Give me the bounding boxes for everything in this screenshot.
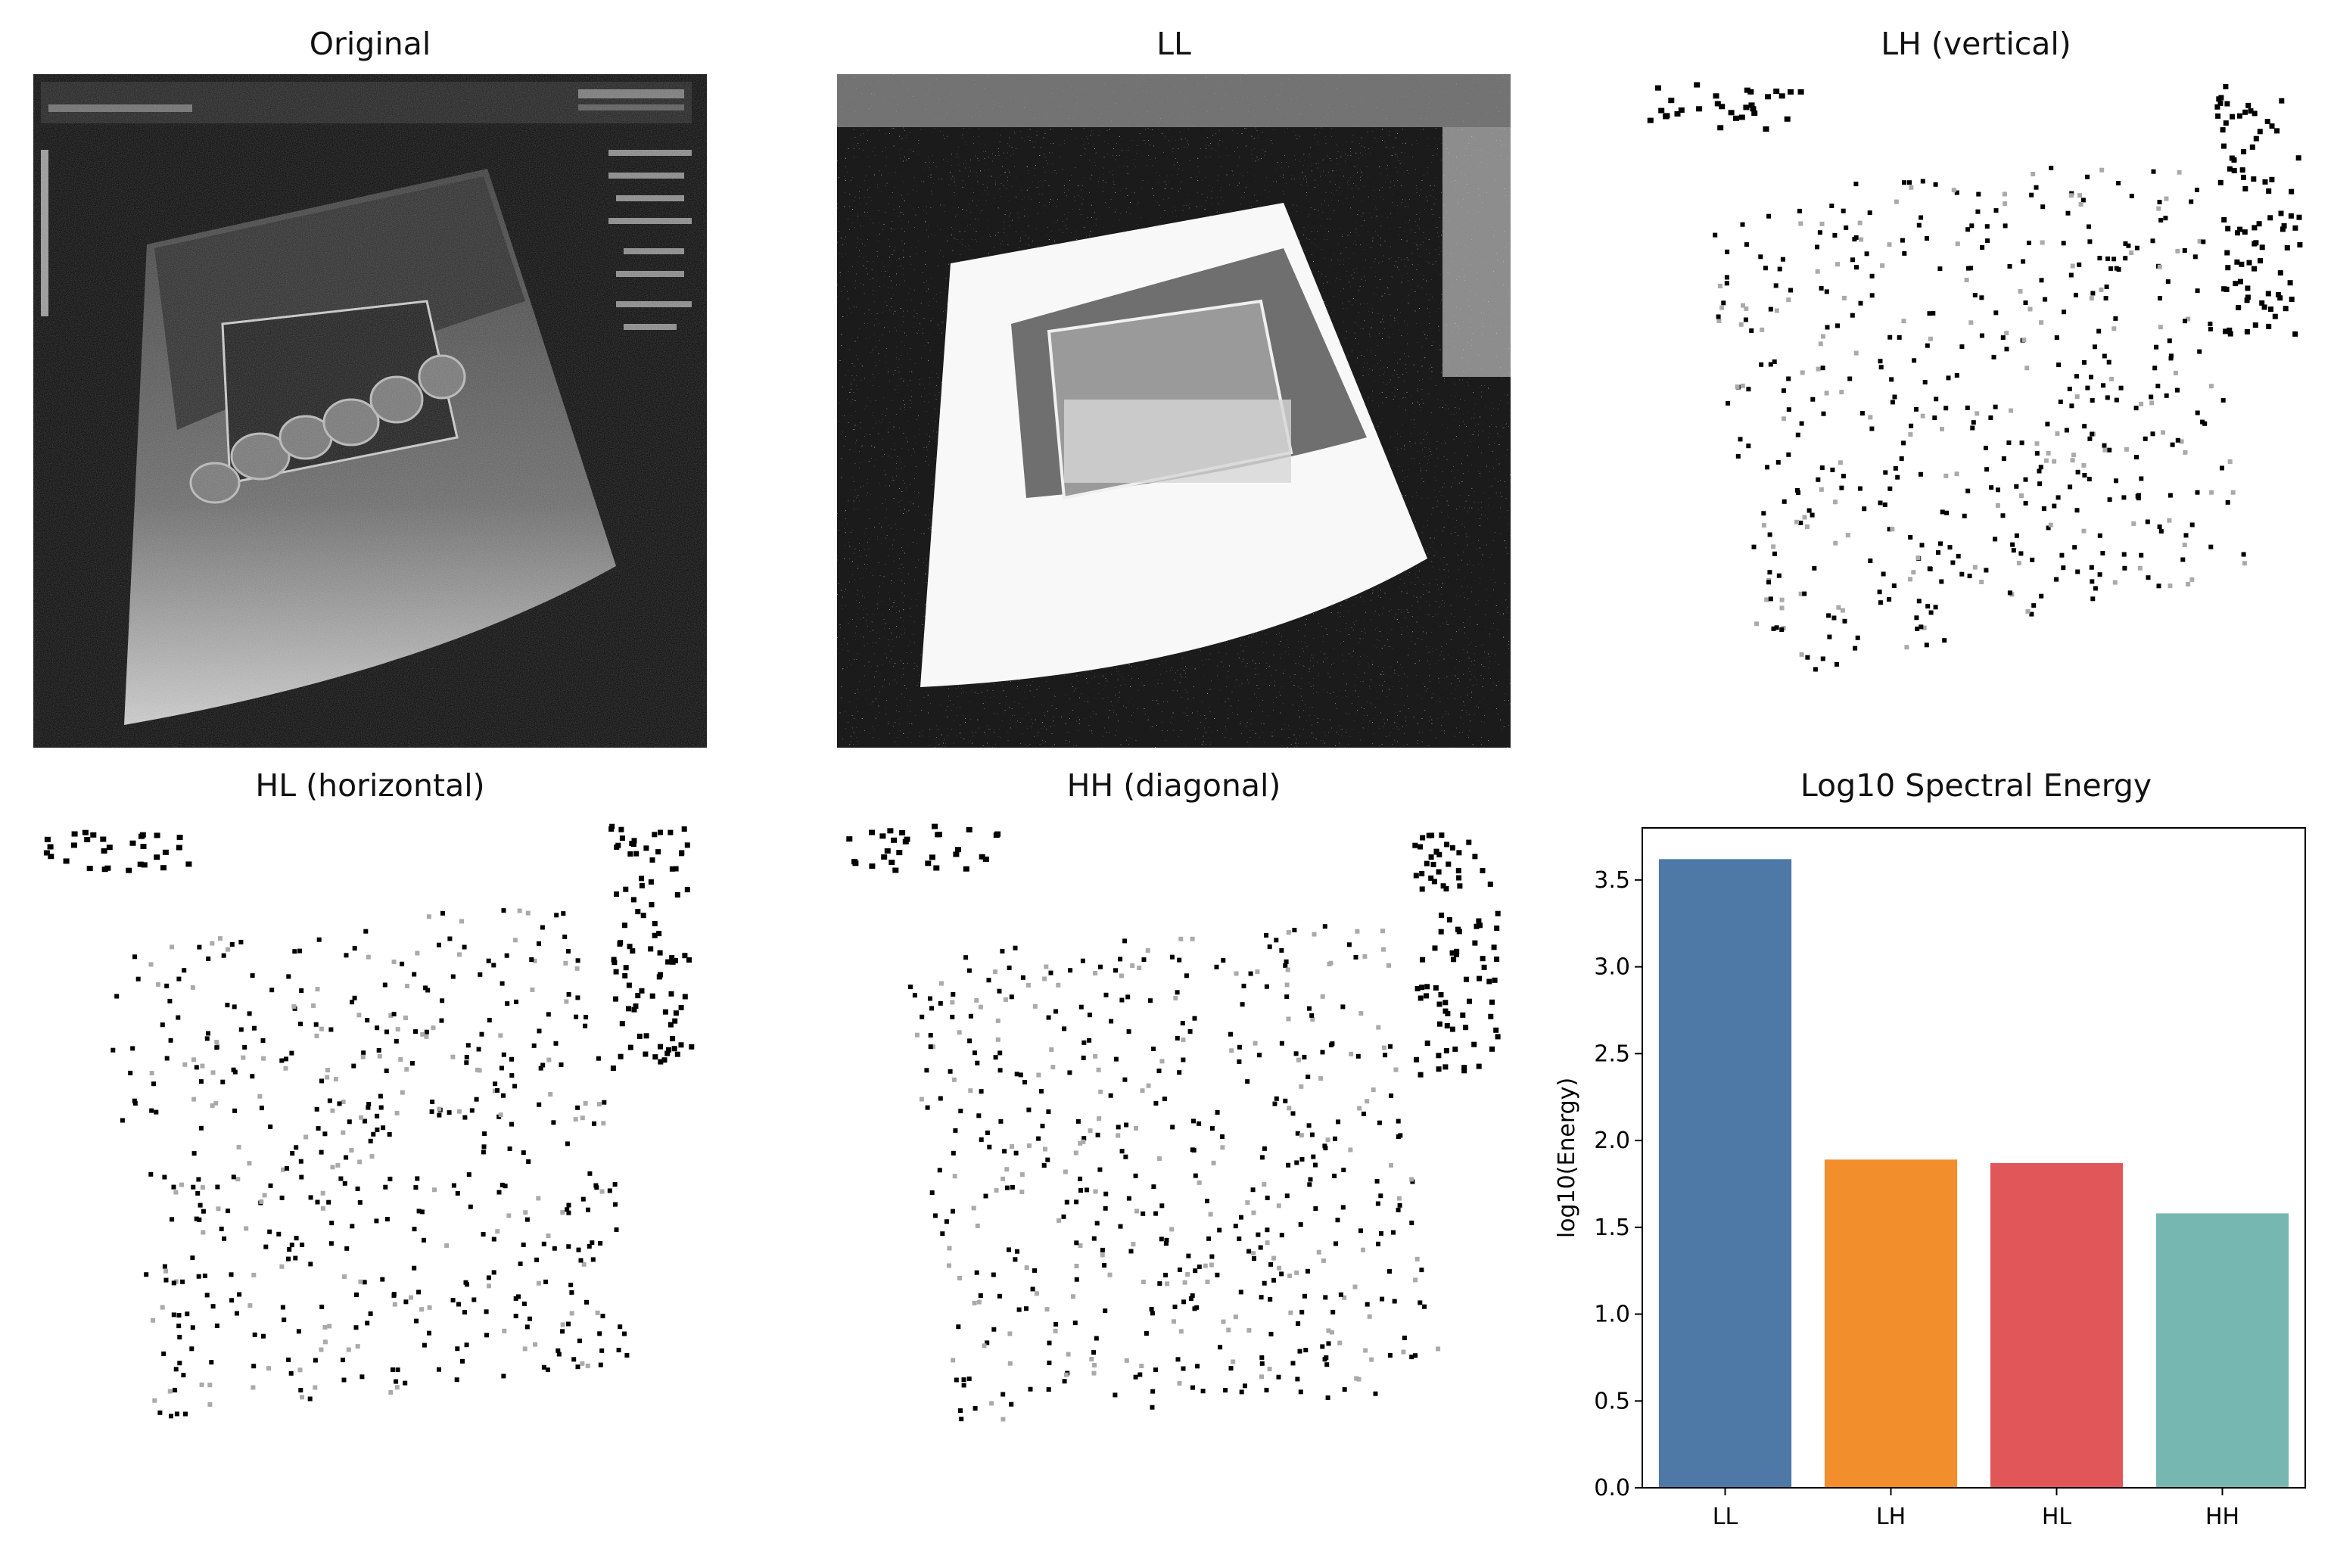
- ll-band-image: [837, 74, 1511, 748]
- hh-band-image: [837, 816, 1511, 1489]
- x-tick-label: HH: [2205, 1504, 2239, 1530]
- energy-bar-chart: LL LH HL HH 0.0 0.5 1.0 1.5 2.0 2.5 3.0 3.5 log10(En…: [1544, 802, 2334, 1565]
- x-tick-label: LH: [1876, 1504, 1906, 1530]
- detail-speckles: [846, 823, 1501, 1422]
- y-tick-label: 2.5: [1594, 1041, 1630, 1067]
- y-tick-label: 1.5: [1594, 1215, 1630, 1241]
- detail-speckles: [1647, 82, 2303, 672]
- y-tick-label: 0.0: [1594, 1475, 1630, 1501]
- y-tick-label: 3.5: [1594, 867, 1630, 894]
- panel-title-lh: LH (vertical): [1881, 26, 2071, 62]
- x-tick-label: LL: [1713, 1504, 1738, 1530]
- detail-speckles: [43, 823, 695, 1419]
- bar-ll: [1658, 859, 1792, 1488]
- original-image: [33, 74, 707, 748]
- y-axis-label: log10(Energy): [1554, 1078, 1580, 1238]
- hl-band-image: [33, 816, 707, 1489]
- bar-lh: [1824, 1159, 1958, 1488]
- lh-band-image: [1639, 74, 2313, 748]
- panel-title-hh: HH (diagonal): [1066, 767, 1281, 804]
- panel-title-original: Original: [309, 26, 431, 62]
- x-tick-label: HL: [2042, 1504, 2072, 1530]
- bar-hh: [2155, 1213, 2289, 1488]
- panel-title-ll: LL: [1156, 26, 1191, 62]
- bar-hl: [1990, 1162, 2124, 1488]
- panel-title-hl: HL (horizontal): [255, 767, 485, 804]
- y-tick-label: 1.0: [1594, 1302, 1630, 1328]
- y-tick-label: 0.5: [1594, 1388, 1630, 1414]
- y-tick-label: 2.0: [1594, 1128, 1630, 1154]
- chart-title: Log10 Spectral Energy: [1800, 767, 2152, 804]
- plot-frame: [1642, 827, 2306, 1489]
- y-tick-label: 3.0: [1594, 954, 1630, 981]
